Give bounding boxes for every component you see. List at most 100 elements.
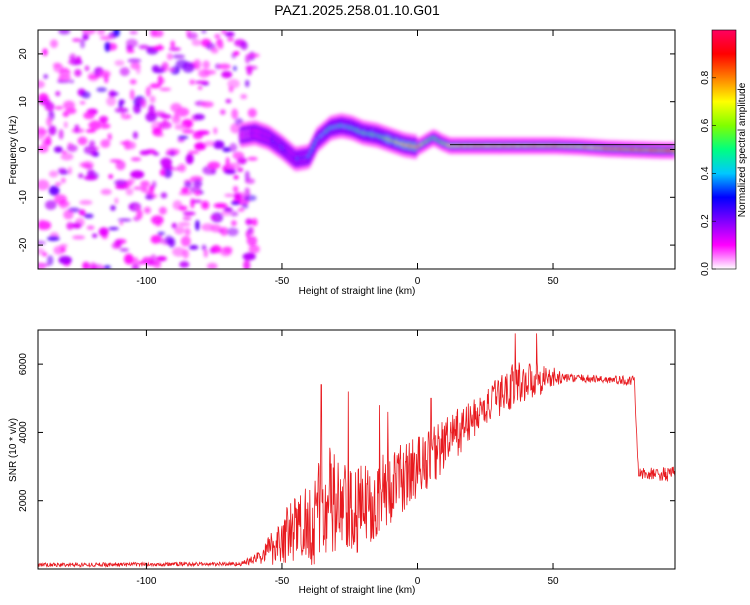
noise-blob [138, 261, 145, 265]
noise-blob [81, 30, 96, 35]
noise-blob [240, 41, 248, 50]
noise-blob [47, 236, 60, 242]
noise-blob [168, 67, 176, 72]
spectrogram-y-ticks: -20 -10 0 10 20 [18, 48, 675, 252]
noise-blob [83, 111, 95, 120]
noise-blob [130, 157, 142, 162]
noise-blob [177, 163, 186, 173]
noise-blob [159, 168, 166, 177]
noise-blob [166, 53, 173, 61]
noise-blob [163, 168, 173, 179]
noise-blob [46, 116, 53, 127]
noise-blob [45, 135, 52, 146]
noise-blob [177, 135, 189, 140]
noise-blob [193, 113, 205, 121]
noise-blob [182, 62, 195, 73]
noise-blob [65, 107, 77, 115]
noise-blob [50, 39, 58, 49]
noise-blob [226, 227, 239, 237]
noise-blob [125, 188, 134, 196]
colorbar-frame [711, 29, 737, 270]
noise-blob [133, 205, 141, 210]
noise-blob [74, 124, 80, 133]
noise-blob [38, 219, 47, 230]
noise-blob [87, 75, 100, 79]
noise-blob [185, 153, 194, 165]
noise-blob [214, 33, 221, 39]
noise-blob [38, 247, 45, 255]
noise-blob [119, 221, 124, 226]
noise-blob [83, 175, 98, 181]
noise-blob [100, 139, 111, 148]
noise-blob [158, 206, 167, 215]
noise-blob [126, 141, 137, 150]
snr-frame [37, 329, 676, 570]
noise-blob [190, 198, 195, 209]
x-tick-label: 50 [547, 276, 559, 287]
noise-blob [38, 179, 50, 191]
noise-blob [244, 170, 250, 182]
noise-blob [231, 220, 237, 227]
noise-blob [188, 245, 199, 250]
x-tick-label: 0 [415, 576, 421, 587]
noise-blob [210, 215, 217, 220]
noise-blob [38, 80, 45, 89]
noise-blob [184, 181, 192, 189]
noise-blob [70, 79, 74, 84]
noise-blob [230, 211, 239, 217]
noise-blob [179, 261, 190, 268]
figure-title: PAZ1.2025.258.01.10.G01 [274, 2, 440, 18]
noise-blob [237, 167, 244, 172]
noise-blob [127, 58, 142, 63]
noise-blob [150, 235, 161, 244]
y-tick-label: 2000 [18, 489, 29, 512]
snr-x-label: Height of straight line (km) [299, 585, 416, 596]
noise-blob [83, 145, 98, 155]
y-tick-label: -10 [18, 190, 29, 205]
noise-blob [149, 95, 156, 104]
noise-blob [108, 174, 113, 179]
noise-blob [143, 206, 151, 214]
noise-blob [170, 40, 175, 49]
noise-blob [229, 142, 238, 153]
noise-blob [109, 159, 122, 163]
noise-blob [251, 218, 258, 227]
noise-blob [103, 265, 111, 269]
noise-blob [218, 63, 231, 70]
spectrogram-heatmap [38, 30, 675, 269]
noise-blob [203, 140, 216, 147]
noise-blob [125, 38, 138, 48]
spectrogram-x-label: Height of straight line (km) [299, 286, 416, 297]
noise-blob [219, 246, 232, 257]
noise-blob [206, 262, 218, 269]
noise-blob [211, 212, 224, 223]
noise-blob [85, 129, 96, 133]
noise-blob [107, 133, 112, 141]
noise-blob [210, 224, 222, 233]
noise-blob [224, 193, 235, 197]
noise-blob [232, 65, 237, 71]
noise-blob [55, 182, 62, 187]
noise-blob [92, 233, 98, 238]
noise-blob [202, 60, 210, 69]
noise-blob [139, 150, 150, 156]
colorbar-label: Normalized spectral amplitude [737, 82, 748, 217]
noise-blob [231, 108, 239, 120]
colorbar-tick-label: 0.4 [700, 166, 711, 180]
noise-blob [160, 192, 168, 199]
y-tick-label: 0 [18, 146, 29, 152]
noise-blob [248, 244, 260, 254]
noise-blob [72, 38, 82, 42]
noise-blob [203, 248, 209, 258]
noise-blob [191, 39, 202, 46]
noise-blob [224, 31, 235, 37]
noise-blob [83, 213, 94, 219]
colorbar-tick-label: 0.8 [700, 70, 711, 84]
noise-blob [114, 60, 125, 66]
x-tick-label: -100 [136, 576, 156, 587]
noise-blob [201, 30, 207, 34]
noise-blob [150, 194, 158, 198]
noise-blob [230, 201, 241, 205]
